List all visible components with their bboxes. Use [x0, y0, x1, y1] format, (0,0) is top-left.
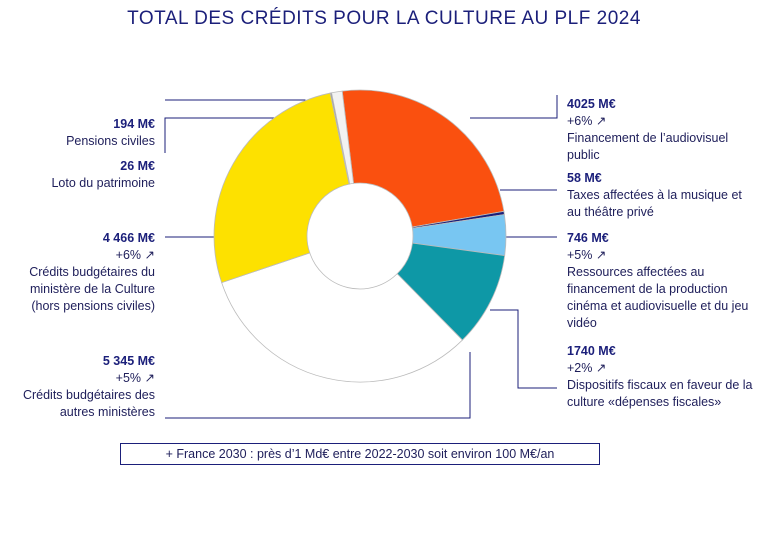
donut-slice [331, 90, 354, 185]
slice-label: 5 345 M€ +5% ↗ Crédits budgétaires des aut… [5, 353, 155, 421]
slice-label: 26 M€ Loto du patrimoine [5, 158, 155, 192]
growth-label: +5% ↗ [115, 371, 155, 385]
donut-slice [213, 92, 350, 284]
slice-label: 4025 M€ +6% ↗ Financement de l’audiovisuel… [567, 96, 757, 164]
slice-label: 194 M€ Pensions civiles [5, 116, 155, 150]
category-label: Dispositifs fiscaux en faveur de la cult… [567, 378, 753, 409]
value-label: 5 345 M€ [102, 354, 155, 368]
value-label: 58 M€ [567, 171, 602, 185]
slice-label: 58 M€ Taxes affectées à la musique et au … [567, 170, 757, 221]
donut-slice [341, 89, 505, 228]
category-label: Loto du patrimoine [51, 176, 155, 190]
growth-label: +2% ↗ [567, 361, 607, 375]
category-label: Ressources affectées au financement de l… [567, 265, 749, 330]
category-label: Crédits budgétaires des autres ministère… [22, 388, 155, 419]
value-label: 4025 M€ [567, 97, 616, 111]
category-label: Financement de l’audiovisuel public [567, 131, 729, 162]
category-label: Taxes affectées à la musique et au théât… [567, 188, 742, 219]
growth-label: +5% ↗ [567, 248, 607, 262]
value-label: 4 466 M€ [102, 231, 155, 245]
category-label: Crédits budgétaires du ministère de la C… [29, 265, 155, 313]
value-label: 26 M€ [120, 159, 155, 173]
donut-slice [221, 252, 463, 383]
leader-line [165, 352, 471, 419]
slice-label: 4 466 M€ +6% ↗ Crédits budgétaires du mini… [25, 230, 155, 315]
slice-label: 746 M€ +5% ↗ Ressources affectées au finan… [567, 230, 757, 332]
value-label: 1740 M€ [567, 344, 616, 358]
leader-line [470, 95, 558, 119]
category-label: Pensions civiles [66, 134, 155, 148]
chart-title: TOTAL DES CRÉDITS POUR LA CULTURE AU PLF… [127, 8, 641, 29]
leader-line [164, 117, 300, 153]
growth-label: +6% ↗ [115, 248, 155, 262]
value-label: 746 M€ [567, 231, 609, 245]
leader-line [490, 309, 557, 389]
leader-lines [164, 95, 558, 419]
leader-line [165, 99, 306, 112]
growth-label: +6% ↗ [567, 114, 607, 128]
value-label: 194 M€ [113, 117, 155, 131]
footnote: + France 2030 : près d’1 Md€ entre 2022-… [120, 443, 600, 465]
slice-label: 1740 M€ +2% ↗ Dispositifs fiscaux en faveu… [567, 343, 757, 411]
